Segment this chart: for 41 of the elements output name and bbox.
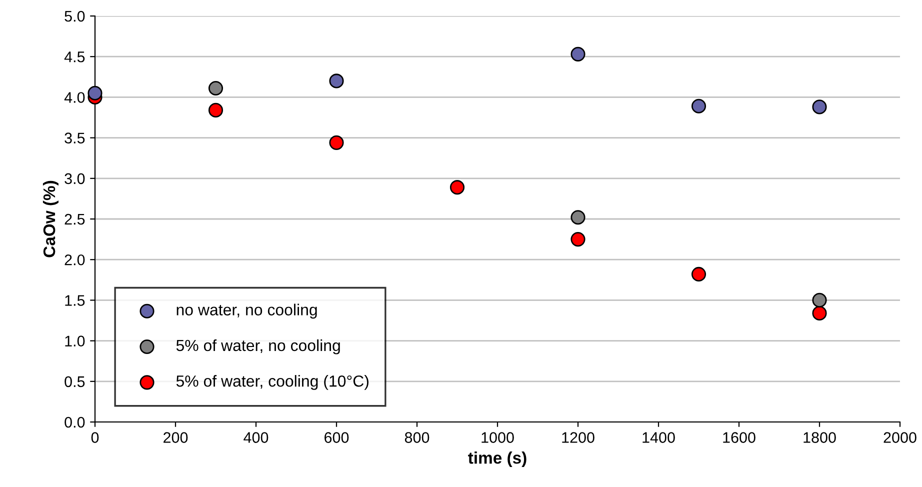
- y-tick-label: 0.5: [64, 376, 85, 388]
- x-tick-label: 600: [324, 432, 349, 443]
- x-tick-label: 1600: [723, 432, 756, 443]
- point: [88, 86, 102, 100]
- point: [329, 135, 344, 150]
- y-tick-label: 1.5: [65, 295, 85, 306]
- point: [208, 102, 224, 118]
- point: [208, 80, 224, 96]
- legend-label: 5% of water, no cooling: [176, 339, 340, 354]
- legend-label: no water, no cooling: [176, 304, 317, 319]
- y-tick-label: 4.5: [64, 52, 85, 62]
- x-tick-label: 2000: [884, 432, 916, 443]
- y-tick-label: 2.0: [64, 254, 85, 266]
- point: [812, 292, 827, 308]
- x-tick-label: 0: [91, 432, 99, 443]
- x-tick-label: 1800: [804, 432, 836, 443]
- x-tick-label: 1200: [562, 432, 594, 443]
- point: [812, 306, 827, 320]
- point: [691, 98, 706, 114]
- x-tick-label: 1000: [482, 432, 514, 443]
- y-tick-label: 3.0: [64, 173, 85, 184]
- point: [450, 180, 465, 195]
- y-tick-label: 5.0: [64, 10, 85, 22]
- point: [812, 100, 827, 114]
- y-tick-label: 4.0: [64, 92, 85, 103]
- point: [570, 46, 586, 62]
- x-tick-label: 400: [244, 432, 268, 443]
- y-tick-label: 2.5: [64, 214, 85, 225]
- point: [570, 232, 586, 247]
- legend-label: 5% of water, cooling (10°C): [176, 375, 368, 390]
- y-axis-title: CaOw (%): [42, 180, 58, 258]
- x-tick-label: 200: [164, 432, 188, 443]
- point: [329, 74, 344, 88]
- point: [691, 266, 706, 282]
- y-tick-label: 3.5: [64, 132, 85, 144]
- x-tick-label: 1400: [642, 432, 675, 443]
- x-tick-label: 800: [404, 432, 430, 443]
- x-axis-title: time (s): [468, 452, 526, 468]
- y-tick-label: 1.0: [65, 336, 85, 346]
- y-tick-label: 0.0: [64, 416, 85, 428]
- point: [570, 210, 586, 225]
